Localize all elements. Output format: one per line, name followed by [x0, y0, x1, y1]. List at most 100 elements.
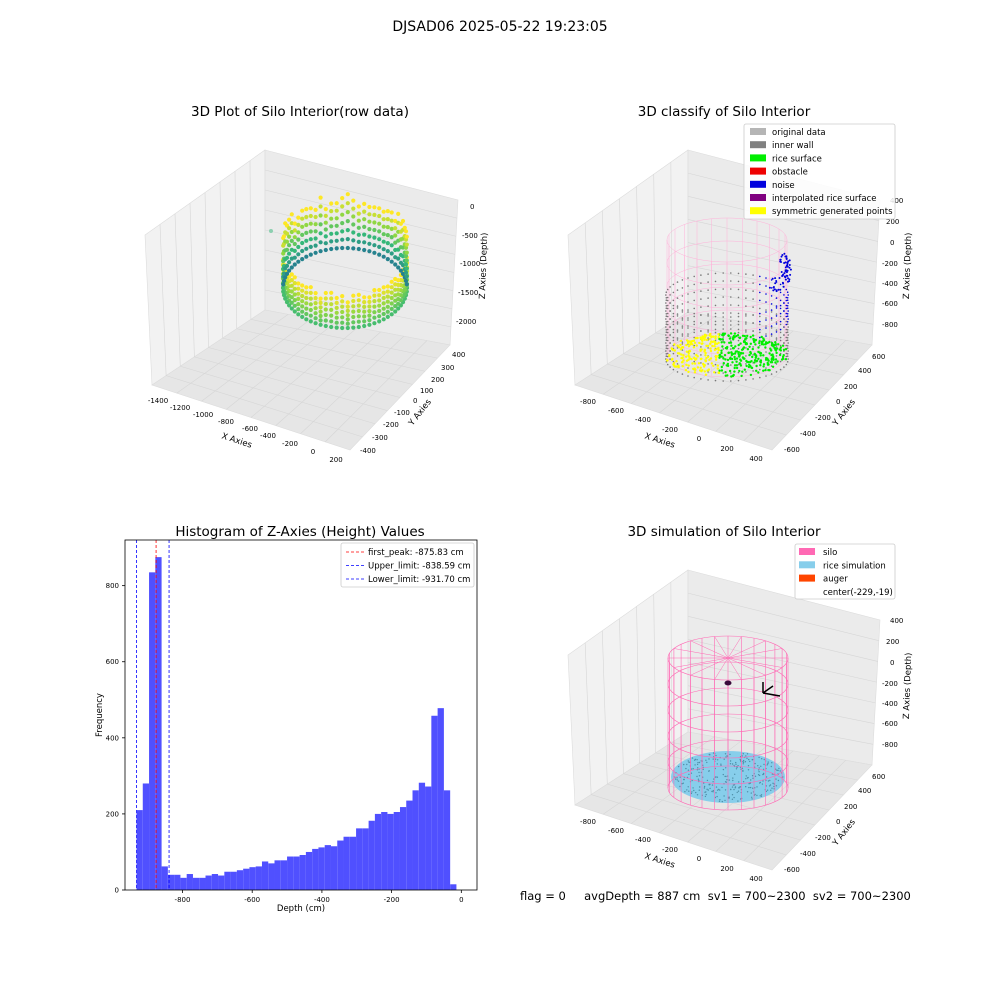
grid-line	[264, 169, 458, 219]
surface-point	[681, 356, 684, 359]
rice-point	[696, 794, 699, 796]
surface-point	[782, 348, 786, 351]
surface-point	[727, 334, 730, 337]
cloud-point	[389, 279, 394, 284]
rice-point	[703, 782, 705, 784]
cloud-point	[351, 214, 356, 219]
rice-point	[729, 760, 732, 762]
noise-point	[788, 278, 791, 281]
cloud-point	[385, 299, 390, 304]
surface-point	[753, 352, 756, 355]
surface-point	[687, 358, 690, 361]
rice-point	[706, 761, 708, 764]
surface-point	[735, 364, 738, 367]
cloud-point	[287, 303, 292, 308]
noise-point	[780, 271, 783, 273]
surface-point	[757, 346, 760, 349]
rice-point	[716, 776, 719, 778]
wall-point	[676, 363, 679, 365]
wall-point	[707, 281, 709, 283]
surface-point	[739, 342, 742, 345]
wall-point	[672, 323, 675, 326]
surface-point	[687, 370, 690, 374]
cloud-point	[323, 307, 328, 312]
wall-point	[785, 304, 788, 307]
wall-point	[765, 293, 767, 295]
wall-point	[787, 310, 789, 312]
surface-point	[717, 333, 720, 336]
cloud-point	[362, 201, 367, 206]
surface-point	[759, 361, 762, 364]
rice-point	[762, 772, 765, 775]
surface-point	[713, 348, 717, 352]
noise-point	[781, 254, 784, 256]
noise-point	[783, 252, 786, 255]
surface-point	[769, 347, 772, 350]
rice-point	[739, 766, 742, 768]
rice-point	[709, 787, 711, 790]
cloud-point	[323, 247, 328, 253]
cloud-point	[362, 323, 367, 329]
surface-point	[731, 361, 734, 364]
y-tick: 200	[431, 376, 444, 384]
cloud-point	[393, 298, 398, 303]
wall-point	[672, 291, 675, 294]
x-tick: -200	[282, 440, 298, 448]
wall-point	[666, 296, 669, 299]
grid-line	[584, 642, 592, 795]
wall-point	[707, 331, 709, 333]
wall-point	[676, 337, 679, 339]
wall-point	[676, 313, 679, 315]
wall-point	[785, 363, 788, 366]
rice-point	[712, 758, 714, 760]
silo-roof-wire	[673, 657, 729, 668]
wall-point	[745, 273, 747, 275]
cloud-point	[296, 296, 301, 301]
cloud-point	[287, 217, 292, 222]
rice-point	[771, 787, 773, 789]
rice-point	[738, 787, 740, 789]
surface-point	[703, 335, 706, 338]
wall-point	[737, 315, 740, 318]
y-tick: 600	[872, 773, 885, 781]
panel-raw-3d: 3D Plot of Silo Interior(row data) -1400…	[144, 104, 490, 464]
surface-point	[693, 362, 697, 365]
surface-point	[779, 346, 783, 349]
cloud-point	[287, 234, 292, 239]
cloud-point	[367, 204, 372, 210]
surface-point	[732, 347, 735, 350]
wall-point	[779, 360, 782, 363]
cloud-point	[356, 232, 361, 237]
z-tick: 0	[890, 239, 894, 247]
surface-point	[759, 354, 762, 357]
wall-point	[676, 307, 679, 309]
cloud-point	[389, 235, 394, 240]
wall-point	[672, 283, 675, 286]
wall-point	[775, 363, 778, 365]
wall-point	[730, 380, 732, 382]
rice-point	[762, 768, 765, 770]
wall-point	[765, 285, 767, 287]
cloud-point	[304, 246, 309, 251]
wall-point	[666, 307, 669, 310]
rice-point	[703, 785, 706, 788]
cloud-point	[296, 230, 301, 235]
x-tick: 0	[459, 896, 463, 904]
wall-point	[669, 294, 671, 296]
silo-roof-wire	[727, 648, 783, 659]
panel-classify-title: 3D classify of Silo Interior	[638, 104, 811, 120]
rice-point	[677, 765, 680, 768]
wall-point	[737, 280, 740, 283]
wall-point	[714, 280, 717, 283]
cloud-point	[396, 256, 401, 261]
rice-point	[721, 800, 723, 803]
wall-point	[770, 311, 773, 313]
cloud-point	[296, 281, 301, 286]
noise-point	[775, 290, 778, 293]
cloud-point	[396, 306, 401, 311]
x-tick: 200	[720, 445, 733, 453]
wall-point	[722, 340, 724, 342]
surface-point	[720, 349, 723, 352]
